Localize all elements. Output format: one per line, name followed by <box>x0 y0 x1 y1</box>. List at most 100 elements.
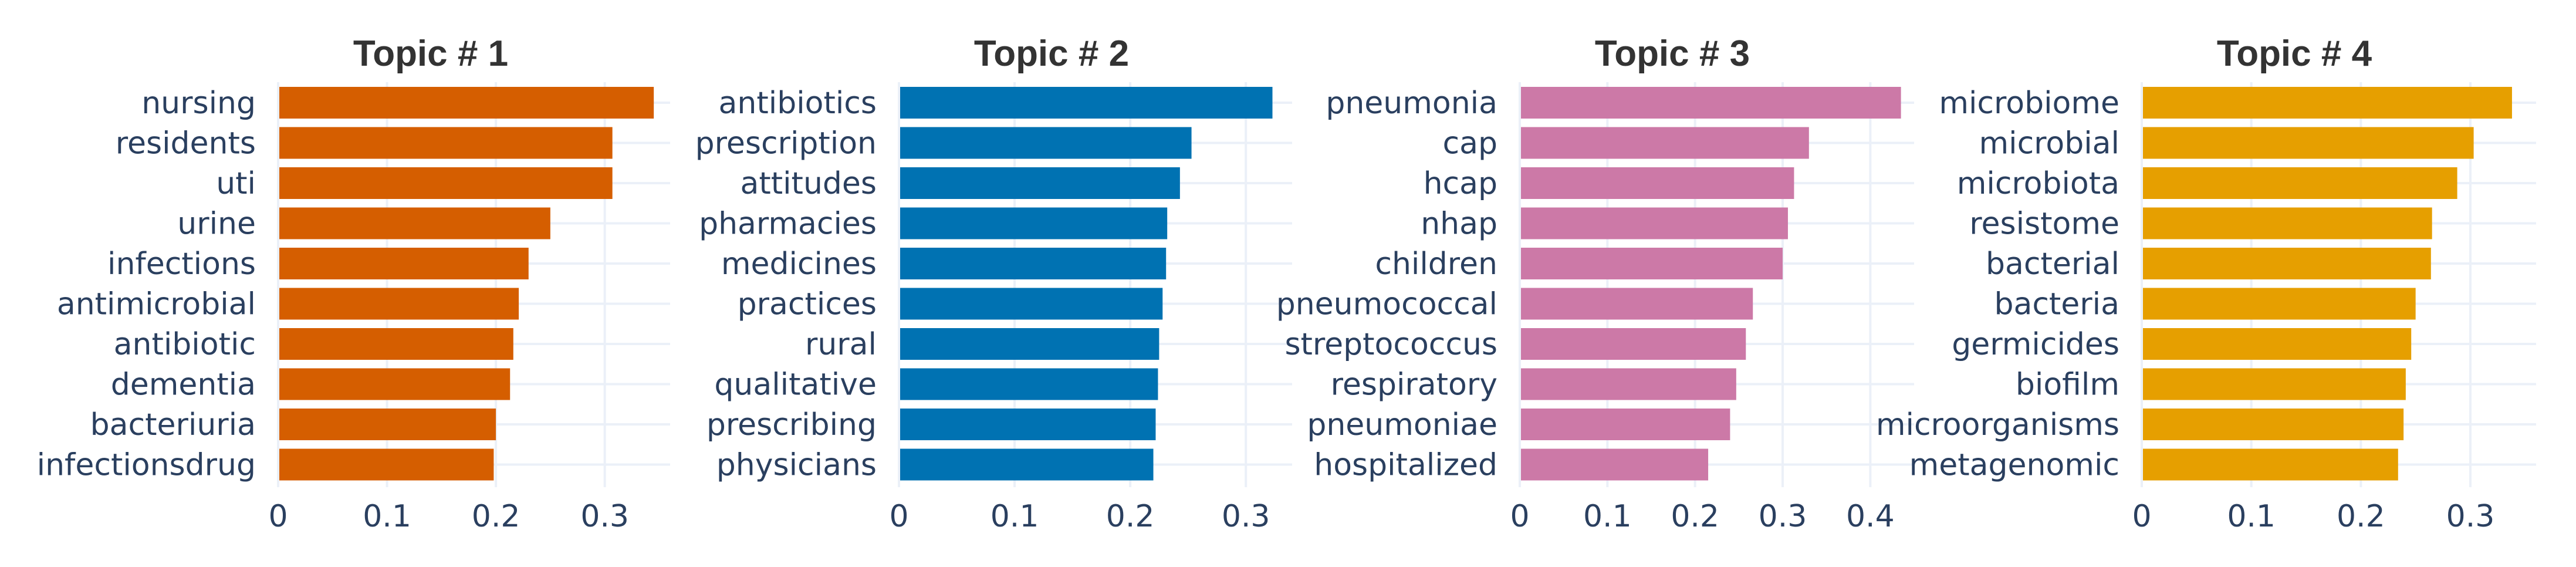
bar-uti <box>278 167 613 199</box>
bar-resistome <box>2142 207 2432 239</box>
x-tick-label: 0.1 <box>1583 499 1632 534</box>
x-tick-label: 0.2 <box>1106 499 1155 534</box>
x-tick-label: 0.4 <box>1846 499 1895 534</box>
category-label: pneumonia <box>1326 86 1497 121</box>
bar-germicides <box>2142 328 2412 360</box>
bar-microorganisms <box>2142 409 2404 440</box>
x-tick-label: 0.3 <box>1222 499 1270 534</box>
category-label: dementia <box>111 367 256 403</box>
category-label: microorganisms <box>1876 407 2119 443</box>
x-tick-label: 0 <box>889 499 908 534</box>
x-tick-label: 0.2 <box>1671 499 1719 534</box>
category-label: physicians <box>716 448 877 483</box>
bar-rural <box>899 328 1159 360</box>
bar-streptococcus <box>1520 328 1746 360</box>
bar-metagenomic <box>2142 448 2398 481</box>
bar-biofilm <box>2142 368 2406 400</box>
x-tick-label: 0.3 <box>2446 499 2495 534</box>
bar-pneumoniae <box>1520 409 1730 440</box>
category-label: bacteriuria <box>90 407 256 443</box>
category-label: residents <box>116 126 256 161</box>
category-label: pneumoniae <box>1307 407 1497 443</box>
bar-attitudes <box>899 167 1180 199</box>
bar-antimicrobial <box>278 288 519 320</box>
bar-bacterial <box>2142 248 2431 279</box>
bar-pneumococcal <box>1520 288 1753 320</box>
category-label: cap <box>1443 126 1497 161</box>
category-label: resistome <box>1969 207 2119 242</box>
category-label: attitudes <box>740 166 877 201</box>
category-label: children <box>1375 247 1497 282</box>
x-tick-label: 0.1 <box>2227 499 2276 534</box>
bar-cap <box>1520 127 1809 159</box>
category-label: antibiotics <box>719 86 877 121</box>
bar-pharmacies <box>899 207 1168 239</box>
category-label: nursing <box>141 86 256 121</box>
bar-infections <box>278 248 529 279</box>
category-label: respiratory <box>1331 367 1497 403</box>
x-tick-label: 0 <box>2132 499 2151 534</box>
category-label: prescribing <box>706 407 877 443</box>
bar-physicians <box>899 448 1154 481</box>
category-label: biofilm <box>2016 367 2119 403</box>
category-label: medicines <box>721 247 877 282</box>
bar-antibiotics <box>899 87 1273 119</box>
topic-panel-3: pneumonia cap hcap nhap children pneumococcal… <box>1276 33 1914 534</box>
category-label: prescription <box>695 126 877 161</box>
category-label: hcap <box>1424 166 1497 201</box>
category-label: bacteria <box>1994 287 2119 322</box>
bar-practices <box>899 288 1163 320</box>
bar-prescription <box>899 127 1192 159</box>
bar-dementia <box>278 368 511 400</box>
bar-microbial <box>2142 127 2474 159</box>
bar-microbiome <box>2142 87 2512 119</box>
category-label: uti <box>216 166 256 201</box>
category-label: microbial <box>1979 126 2119 161</box>
category-label: rural <box>805 327 877 362</box>
bar-respiratory <box>1520 368 1736 400</box>
bar-pneumonia <box>1520 87 1901 119</box>
panel-title: Topic # 1 <box>353 33 508 74</box>
category-label: bacterial <box>1986 247 2119 282</box>
x-tick-label: 0.2 <box>472 499 520 534</box>
topic-panel-2: antibiotics prescription attitudes pharmaci… <box>695 33 1292 534</box>
x-tick-label: 0.1 <box>363 499 411 534</box>
x-tick-label: 0.1 <box>990 499 1039 534</box>
x-tick-label: 0.2 <box>2337 499 2385 534</box>
category-label: qualitative <box>714 367 877 403</box>
category-label: urine <box>177 207 256 242</box>
category-label: antibiotic <box>114 327 256 362</box>
category-label: germicides <box>1952 327 2119 362</box>
x-tick-label: 0.3 <box>580 499 629 534</box>
category-label: antimicrobial <box>57 287 256 322</box>
panel-title: Topic # 4 <box>2217 33 2372 74</box>
category-label: nhap <box>1421 207 1497 242</box>
category-label: pneumococcal <box>1276 287 1497 322</box>
bar-nhap <box>1520 207 1788 239</box>
category-label: microbiome <box>1939 86 2119 121</box>
category-label: microbiota <box>1957 166 2119 201</box>
category-label: hospitalized <box>1314 448 1497 483</box>
x-tick-label: 0 <box>1510 499 1529 534</box>
x-tick-label: 0 <box>268 499 288 534</box>
bar-bacteriuria <box>278 409 496 440</box>
bar-medicines <box>899 248 1167 279</box>
category-label: streptococcus <box>1284 327 1497 362</box>
category-label: practices <box>738 287 877 322</box>
topic-panel-4: microbiome microbial microbiota resistome ba… <box>1876 33 2536 534</box>
category-label: infections <box>107 247 256 282</box>
bar-urine <box>278 207 550 239</box>
topic-panel-1: nursing residents uti urine infections antimi… <box>37 33 670 534</box>
panel-title: Topic # 3 <box>1595 33 1750 74</box>
x-tick-label: 0.3 <box>1759 499 1807 534</box>
bar-qualitative <box>899 368 1158 400</box>
bar-hcap <box>1520 167 1794 199</box>
panel-title: Topic # 2 <box>974 33 1129 74</box>
bar-bacteria <box>2142 288 2416 320</box>
bar-hospitalized <box>1520 448 1709 481</box>
bar-children <box>1520 248 1783 279</box>
bar-nursing <box>278 87 654 119</box>
bar-antibiotic <box>278 328 513 360</box>
